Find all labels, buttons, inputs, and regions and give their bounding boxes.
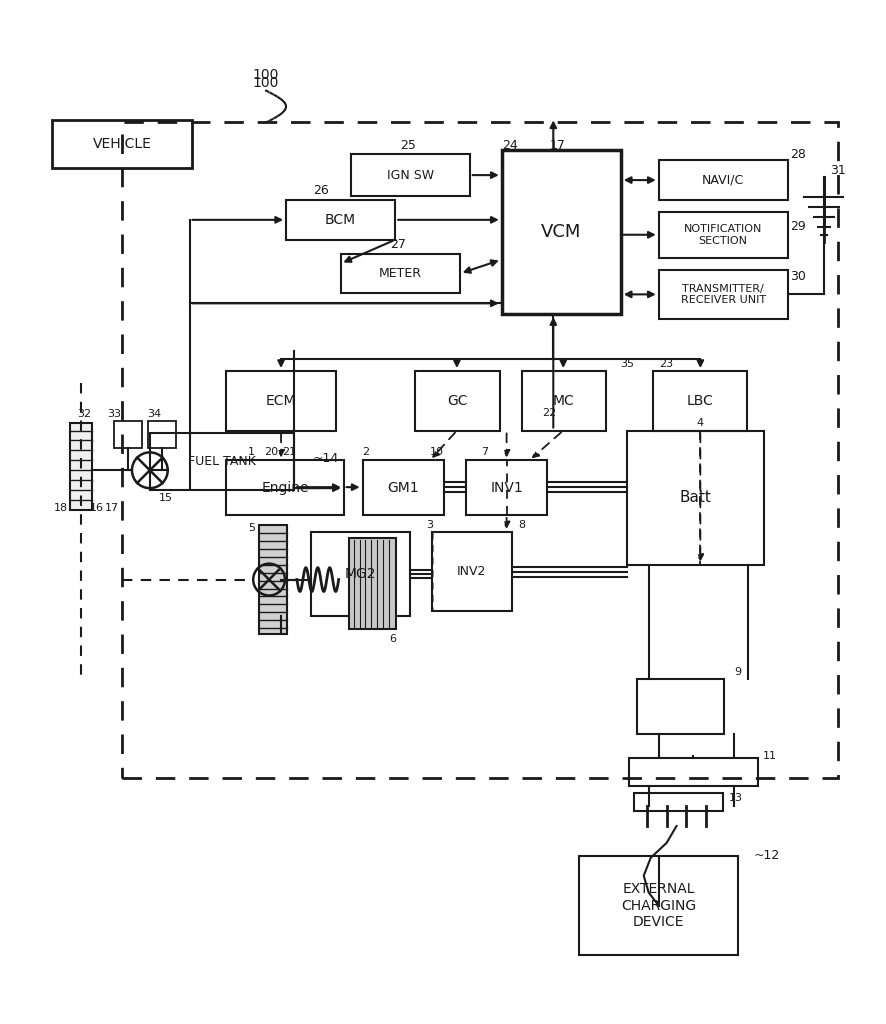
Bar <box>70 423 92 510</box>
Text: 23: 23 <box>659 359 673 369</box>
Text: 16: 16 <box>90 503 105 513</box>
Text: 24: 24 <box>501 139 517 152</box>
Bar <box>311 531 410 616</box>
Bar <box>658 269 788 319</box>
Text: VEHICLE: VEHICLE <box>93 137 152 152</box>
Text: BCM: BCM <box>325 213 356 227</box>
Text: 32: 32 <box>77 409 91 419</box>
Text: 100: 100 <box>253 68 279 82</box>
Text: NAVI/C: NAVI/C <box>702 174 744 186</box>
Text: VCM: VCM <box>541 223 581 242</box>
Text: 7: 7 <box>481 447 488 458</box>
Text: 21: 21 <box>282 447 296 458</box>
Text: 1: 1 <box>248 447 254 458</box>
Bar <box>653 371 747 430</box>
Text: 15: 15 <box>159 494 173 503</box>
Bar <box>148 421 175 449</box>
Text: EXTERNAL
CHARGING
DEVICE: EXTERNAL CHARGING DEVICE <box>621 883 696 929</box>
Text: 9: 9 <box>734 667 742 677</box>
Bar <box>226 371 336 430</box>
Text: INV2: INV2 <box>457 565 486 579</box>
Text: LBC: LBC <box>687 393 713 408</box>
Text: GC: GC <box>447 393 468 408</box>
Text: ~12: ~12 <box>754 849 781 862</box>
Text: Batt: Batt <box>680 490 711 505</box>
Bar <box>122 123 837 778</box>
Bar <box>432 531 511 611</box>
Text: 29: 29 <box>790 220 805 233</box>
Bar <box>501 151 621 314</box>
Text: FUEL TANK: FUEL TANK <box>188 455 256 468</box>
Bar <box>286 200 395 240</box>
Bar <box>658 160 788 200</box>
Bar <box>633 794 723 811</box>
Bar <box>416 371 500 430</box>
Text: 10: 10 <box>430 447 444 458</box>
Bar <box>626 430 764 564</box>
Text: INV1: INV1 <box>490 480 523 495</box>
Text: NOTIFICATION
SECTION: NOTIFICATION SECTION <box>684 224 763 246</box>
Text: ECM: ECM <box>266 393 296 408</box>
Bar <box>658 212 788 258</box>
Text: 35: 35 <box>620 359 633 369</box>
Text: MG2: MG2 <box>345 567 377 581</box>
Text: ~14: ~14 <box>313 452 339 465</box>
Bar <box>466 461 548 515</box>
Bar <box>226 461 344 515</box>
Text: 100: 100 <box>253 76 279 90</box>
Text: GM1: GM1 <box>387 480 419 495</box>
Bar <box>52 121 191 168</box>
Text: METER: METER <box>379 267 422 280</box>
Text: 20: 20 <box>264 447 278 458</box>
Bar <box>579 856 738 955</box>
Text: 17: 17 <box>549 139 565 152</box>
Text: 30: 30 <box>789 270 805 283</box>
Text: 31: 31 <box>829 164 845 177</box>
Bar <box>348 538 396 630</box>
Bar <box>150 432 294 490</box>
Text: 33: 33 <box>107 409 121 419</box>
Text: 22: 22 <box>542 408 556 418</box>
Text: 5: 5 <box>248 523 254 532</box>
Bar <box>351 155 470 196</box>
Text: 25: 25 <box>400 139 416 152</box>
Bar <box>522 371 606 430</box>
Text: 28: 28 <box>789 147 805 161</box>
Text: 13: 13 <box>729 794 743 803</box>
Text: 11: 11 <box>763 752 777 762</box>
Text: 17: 17 <box>105 503 119 513</box>
Text: 18: 18 <box>53 503 67 513</box>
Text: 6: 6 <box>389 634 396 644</box>
Text: 4: 4 <box>696 418 704 428</box>
Bar <box>629 759 758 786</box>
Text: 26: 26 <box>313 183 329 197</box>
Bar <box>114 421 142 449</box>
Text: 27: 27 <box>391 239 406 251</box>
Bar <box>260 525 287 634</box>
Text: 34: 34 <box>147 409 161 419</box>
Bar <box>362 461 444 515</box>
Bar <box>637 679 724 733</box>
Text: MC: MC <box>553 393 575 408</box>
Text: Engine: Engine <box>261 480 308 495</box>
Text: 2: 2 <box>361 447 369 458</box>
Text: IGN SW: IGN SW <box>386 169 434 181</box>
Text: 3: 3 <box>426 520 433 529</box>
Text: 8: 8 <box>518 520 525 529</box>
Text: TRANSMITTER/
RECEIVER UNIT: TRANSMITTER/ RECEIVER UNIT <box>680 284 766 305</box>
Bar <box>340 254 460 294</box>
